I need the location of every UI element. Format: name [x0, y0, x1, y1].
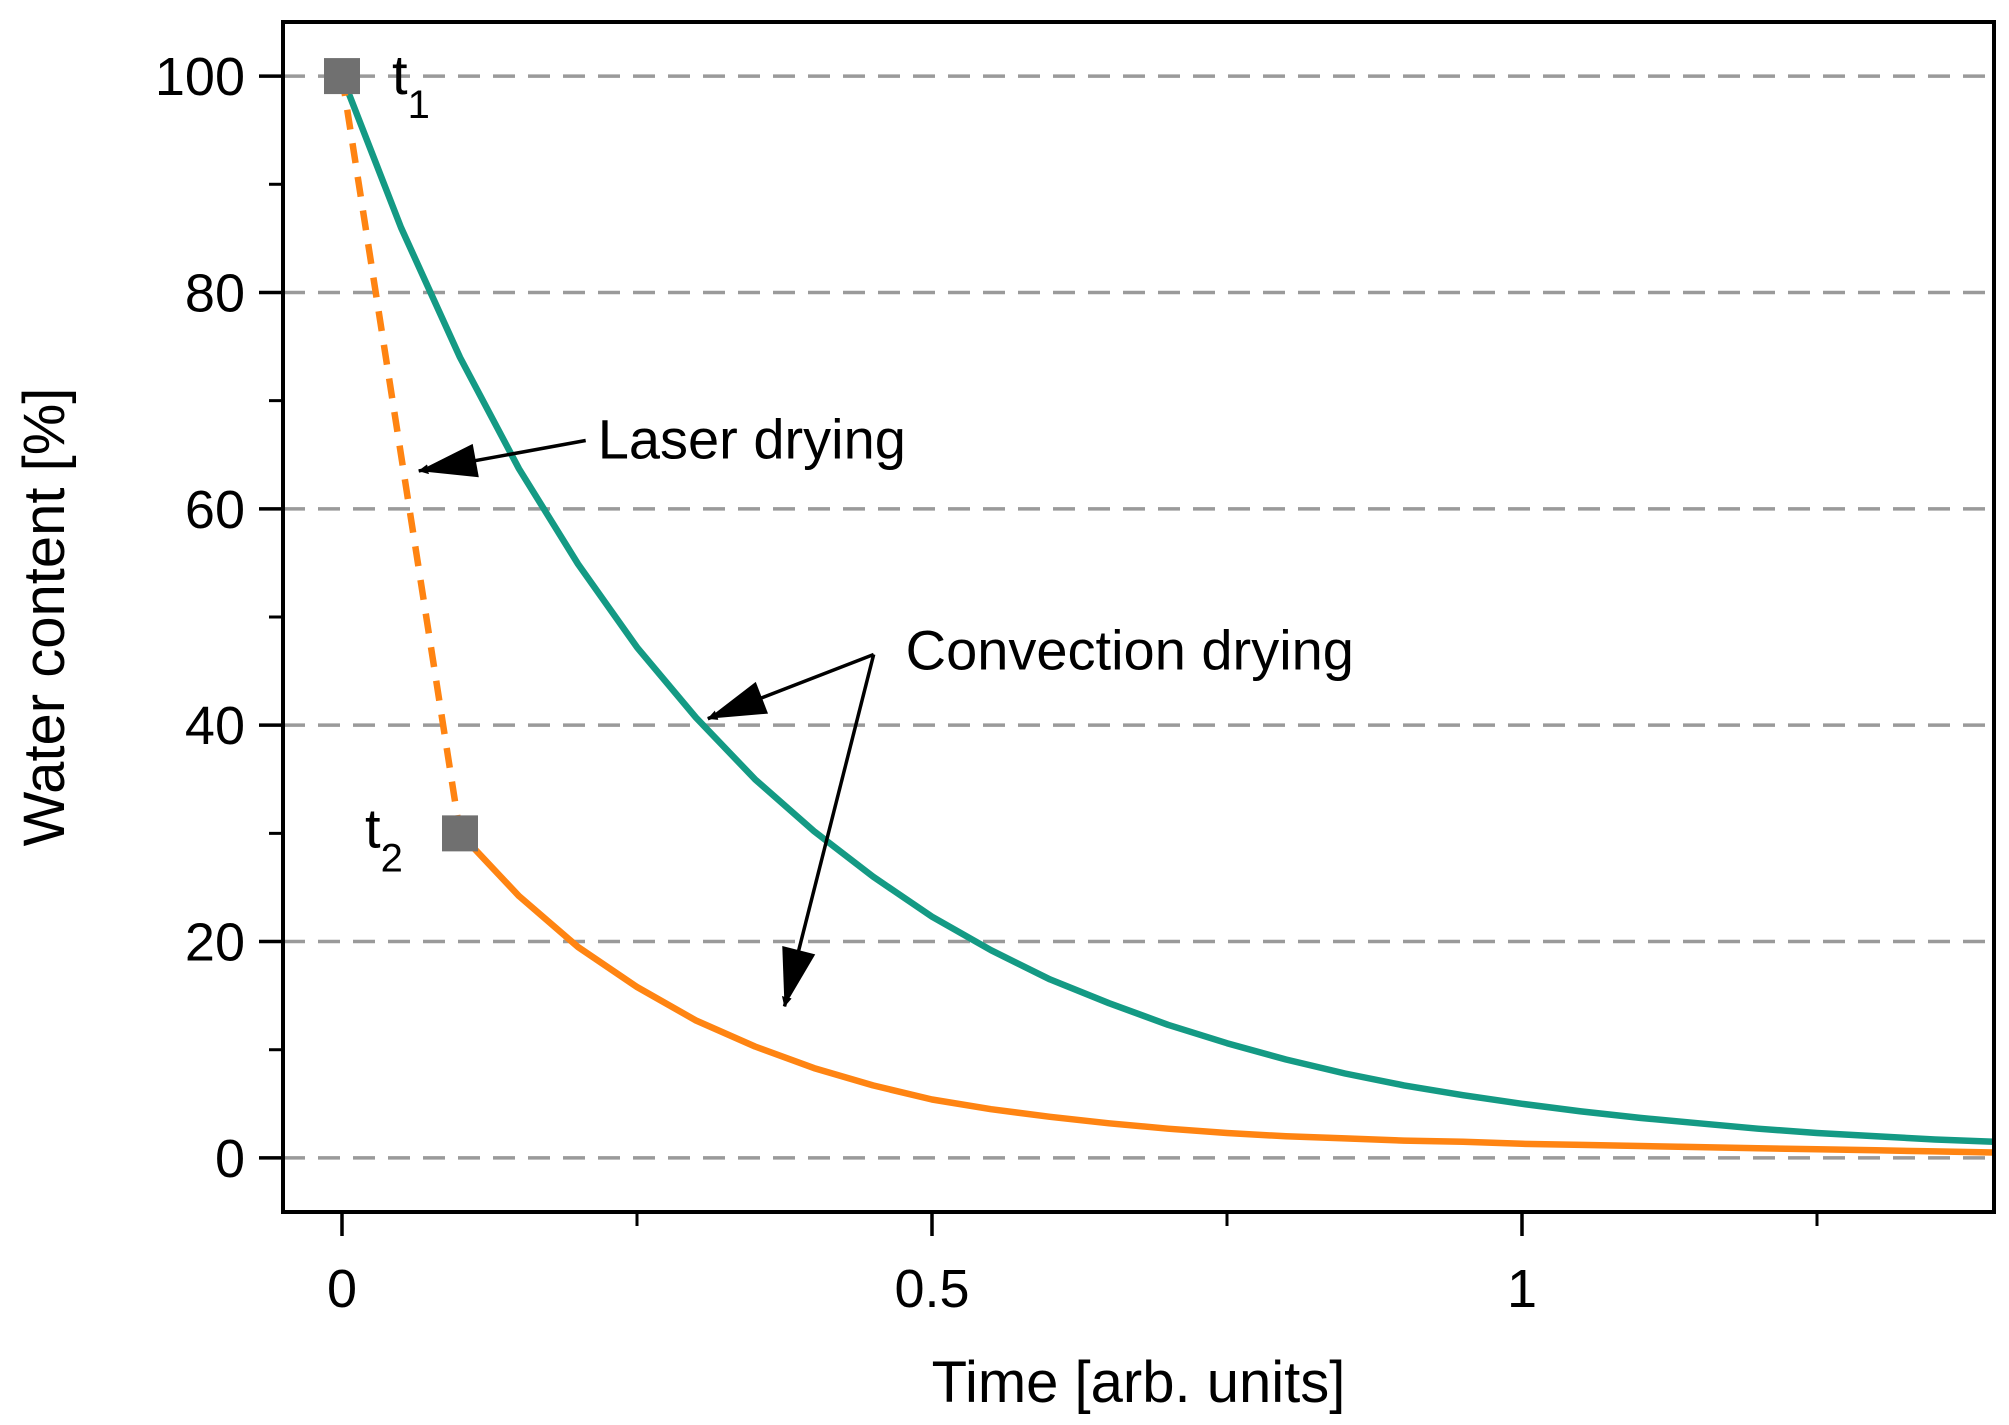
marker-subscript-2: 2: [381, 836, 403, 880]
x-tick-label-0.5: 0.5: [894, 1259, 969, 1319]
y-tick-label-100: 100: [155, 47, 245, 107]
time-markers: t1 t2: [324, 43, 478, 880]
y-tick-label-80: 80: [185, 263, 245, 323]
y-tick-label-40: 40: [185, 696, 245, 756]
annotation-arrowhead-1-1: [782, 946, 816, 1007]
y-tick-label-20: 20: [185, 913, 245, 973]
annotation-arrowhead-1-0: [707, 681, 769, 719]
annotation-text-1: Convection drying: [906, 618, 1354, 681]
annotation-arrow-1-1: [781, 654, 876, 1007]
x-tick-label-1: 1: [1507, 1259, 1537, 1319]
annotation-text-0: Laser drying: [598, 408, 906, 471]
marker-subscript-1: 1: [408, 83, 430, 127]
series-line-0: [338, 74, 1995, 1145]
plot-frame: [281, 20, 1996, 1214]
series-line-2: [457, 831, 1995, 1156]
series-line-1: [338, 75, 464, 834]
marker-square-t2: [442, 815, 478, 852]
marker-square-t1: [324, 58, 360, 95]
x-axis-label: Time [arb. units]: [932, 1350, 1346, 1415]
y-tick-label-0: 0: [215, 1129, 245, 1189]
x-tick-label-0: 0: [327, 1259, 357, 1319]
y-tick-label-60: 60: [185, 480, 245, 540]
data-series: [338, 74, 1995, 1156]
y-axis-label: Water content [%]: [12, 388, 77, 847]
marker-label-t2: t2: [365, 796, 403, 880]
marker-label-t1: t1: [392, 43, 430, 127]
annotation-arrowhead-0-0: [418, 443, 479, 478]
annotations: Laser drying Convection drying: [418, 408, 1354, 1007]
grid-lines: [283, 74, 1994, 1160]
axis-ticks: 0 20 40 60 80 100 0 0.5 1: [155, 47, 1819, 1319]
